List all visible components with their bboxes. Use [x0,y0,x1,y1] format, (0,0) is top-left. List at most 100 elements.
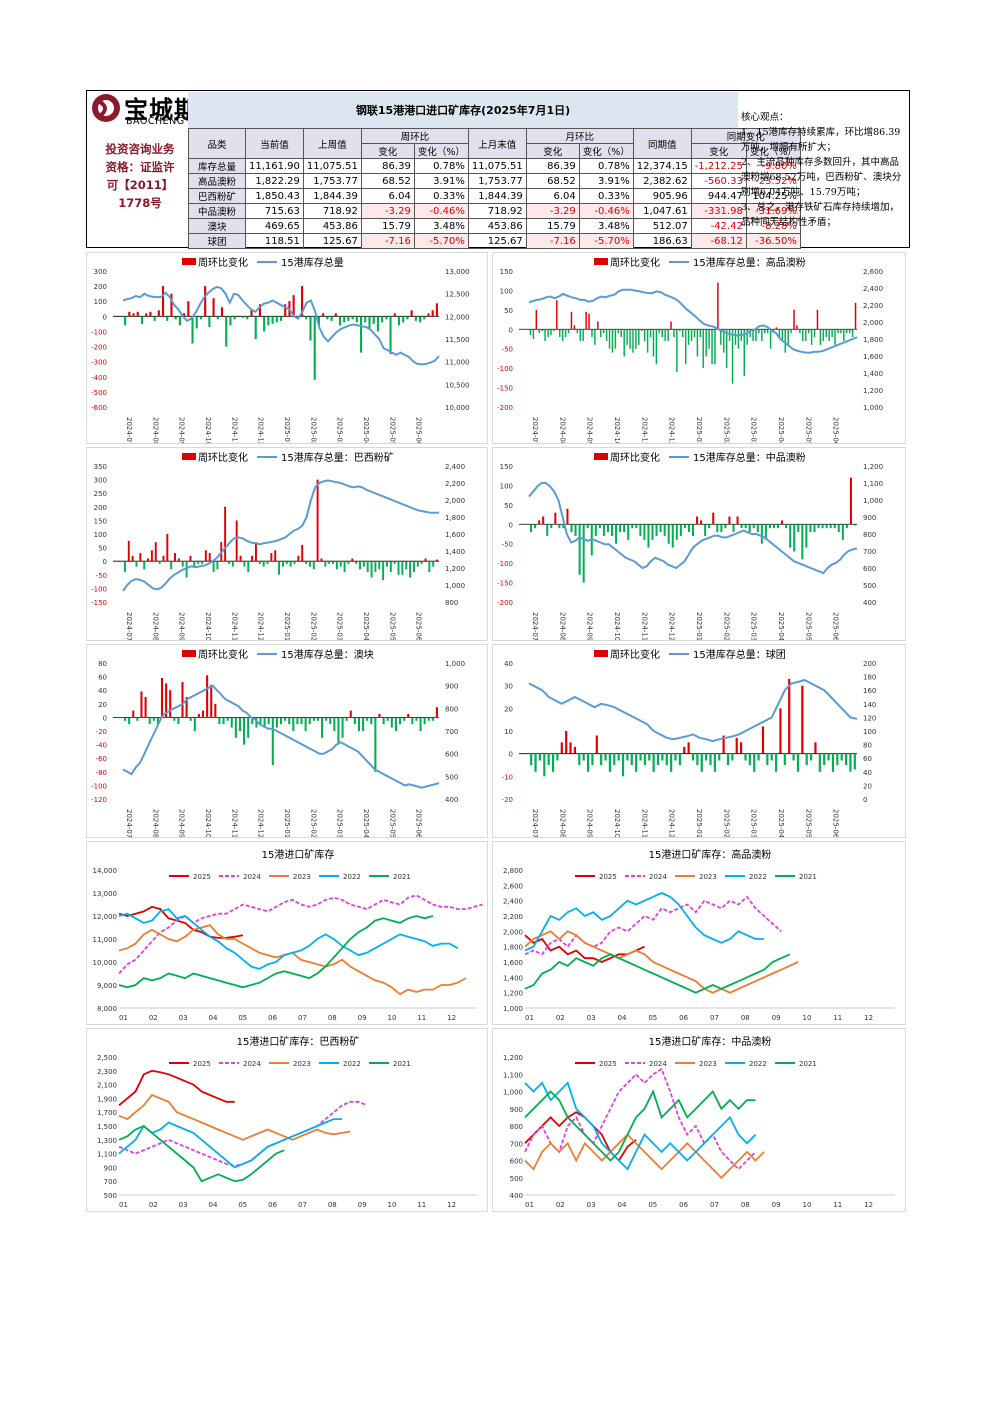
bar [813,329,816,338]
x-tick-label: 2025-05 [388,809,396,837]
x-tick-label: 07 [298,1014,307,1022]
bar [684,329,687,365]
bar [687,524,690,533]
bar [682,329,684,338]
bar [325,717,328,721]
y-tick-label: -100 [91,585,107,593]
x-tick-label: 06 [268,1201,277,1209]
bar [816,309,819,330]
bar [312,717,315,721]
series-line-2022 [524,892,765,952]
bar [769,329,772,349]
bar [757,753,760,761]
cell-wc: 15.79 [360,218,415,234]
x-tick-label: 2025-01 [695,612,703,640]
bar [631,524,634,529]
y-tick-label: -600 [91,404,107,412]
y-tick-label: 150 [500,463,513,471]
y2-tick-label: 2,600 [863,268,883,276]
y2-tick-label: 1,000 [445,660,465,668]
cell-mp: 0.33% [578,188,634,204]
x-tick-label: 04 [618,1201,627,1209]
bar [559,329,561,338]
bar [833,524,836,529]
chart-seasonal-high-aus: 15港进口矿库存：高品澳粉 2025 2024 2023 2022 2021 2,800 2,… [503,848,895,1022]
cell-current: 118.51 [245,233,304,249]
bar [220,307,224,317]
core-view-notes: 核心观点： 1、15港库存持续累库，环比增86.39万吨，增幅有所扩大； 2、主… [741,110,907,230]
bar [617,753,620,761]
bar [140,316,144,324]
x-tick-label: 2024-09 [586,612,594,640]
x-tick-label: 2025-06 [832,612,840,640]
bar [787,329,789,345]
bar [556,753,559,761]
y2-tick-label: 600 [445,751,458,759]
x-tick-label: 10 [803,1014,812,1022]
bar [837,524,840,533]
bar [551,753,555,772]
x-tick-label: 09 [358,1201,367,1209]
cell-wp: -0.46% [413,203,469,219]
bar [197,714,200,718]
bar [801,524,804,560]
bar [382,561,385,581]
bar [705,753,708,761]
bar [347,316,350,321]
y2-tick-label: 120 [863,714,876,722]
bar [193,561,196,567]
bar [243,717,246,745]
bar [187,301,190,317]
x-tick-label: 2025-02 [309,809,317,837]
bar [652,329,655,357]
bar [329,717,332,725]
bar [716,524,719,533]
x-tick-label: 2024-09 [586,417,594,443]
bar [166,316,169,321]
bar [242,316,245,318]
x-tick-label: 01 [119,1201,128,1209]
inventory-line [528,482,858,575]
series-line-2023 [118,924,467,996]
y2-tick-label: 200 [863,660,876,668]
bar [611,329,614,353]
y-tick-label: 100 [500,287,513,295]
bar [766,753,769,765]
x-tick-label: 2024-10 [613,417,621,443]
bar [305,561,308,564]
bar [382,717,385,725]
bar [317,316,320,326]
y-tick-label: -200 [497,404,513,412]
cell-mc: 86.39 [525,158,580,174]
y-tick-label: 2,800 [503,867,523,875]
bar [678,753,681,765]
bar [630,753,633,765]
y-tick-label: 800 [510,1123,523,1131]
bar [700,520,703,525]
hdr-category: 品类 [188,128,246,159]
bar [704,524,707,536]
y2-tick-label: 20 [863,782,872,790]
bar [809,524,812,533]
bar [266,561,269,564]
bar [284,304,287,317]
chart-title: 15港进口矿库存：高品澳粉 [649,848,772,861]
bar [578,524,581,575]
bar [239,555,242,562]
bar [608,753,611,772]
bar [621,753,625,777]
x-tick-label: 08 [328,1201,337,1209]
x-tick-label: 2025-02 [309,417,317,443]
y-tick-label: 0 [509,326,513,334]
y-tick-label: -500 [91,389,107,397]
bar [292,717,295,731]
legend-label: 2024 [243,1060,261,1068]
cell-wp: 0.33% [413,188,469,204]
y2-tick-label: 1,400 [445,548,465,556]
bar [231,561,234,567]
x-tick-label: 2025-06 [832,809,840,837]
cell-name: 中品澳粉 [188,203,246,219]
bar [150,550,153,562]
y2-tick-label: 40 [863,769,872,777]
bar [335,561,338,570]
